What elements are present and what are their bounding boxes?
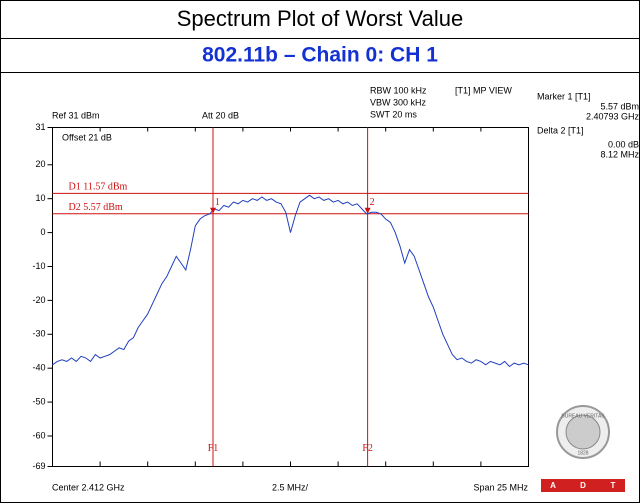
y-tick-label: 10 [35, 193, 45, 203]
y-tick-label: -69 [32, 461, 45, 471]
footer: Center 2.412 GHz [52, 482, 125, 492]
logo-seal [565, 414, 601, 450]
readout: 5.57 dBm [600, 101, 639, 111]
logo-letter: D [580, 481, 586, 490]
freq-line-label: F1 [208, 443, 219, 454]
marker-label: 2 [370, 197, 375, 208]
marker-label: 1 [215, 197, 220, 208]
footer: Span 25 MHz [473, 482, 528, 492]
y-tick-label: -40 [32, 363, 45, 373]
title: Spectrum Plot of Worst Value [177, 6, 464, 31]
readout: Marker 1 [T1] [537, 91, 591, 101]
setting: RBW 100 kHz [370, 85, 427, 95]
footer: 2.5 MHz/ [272, 482, 309, 492]
marker [210, 207, 217, 214]
display-line-label: D1 11.57 dBm [69, 182, 128, 193]
y-tick-label: -30 [32, 329, 45, 339]
freq-line-label: F2 [362, 443, 373, 454]
logo-text: BUREAU VERITAS [561, 413, 605, 419]
trace [52, 194, 529, 368]
setting: Offset 21 dB [62, 132, 112, 142]
logo-bar [541, 479, 625, 492]
y-tick-label: -20 [32, 295, 45, 305]
y-tick-label: -50 [32, 396, 45, 406]
setting: VBW 300 kHz [370, 97, 427, 107]
setting: Ref 31 dBm [52, 110, 100, 120]
setting: SWT 20 ms [370, 109, 417, 119]
y-tick-label: -60 [32, 430, 45, 440]
display-line-label: D2 5.57 dBm [69, 202, 123, 213]
y-tick-label: 0 [40, 227, 45, 237]
logo-letter: A [550, 481, 556, 490]
readout: 8.12 MHz [600, 149, 639, 159]
setting: [T1] MP VIEW [455, 85, 512, 95]
logo: BUREAU VERITAS 1828 A D T [541, 405, 625, 492]
y-tick-label: 31 [35, 122, 45, 132]
readout: Delta 2 [T1] [537, 125, 584, 135]
readout: 0.00 dB [608, 139, 639, 149]
y-tick-label: 20 [35, 159, 45, 169]
readout: 2.40793 GHz [586, 111, 640, 121]
setting: Att 20 dB [202, 110, 239, 120]
marker [364, 207, 371, 214]
y-tick-label: -10 [32, 261, 45, 271]
subtitle: 802.11b – Chain 0: CH 1 [202, 44, 438, 67]
logo-text: 1828 [577, 450, 588, 456]
logo-letter: T [611, 481, 616, 490]
